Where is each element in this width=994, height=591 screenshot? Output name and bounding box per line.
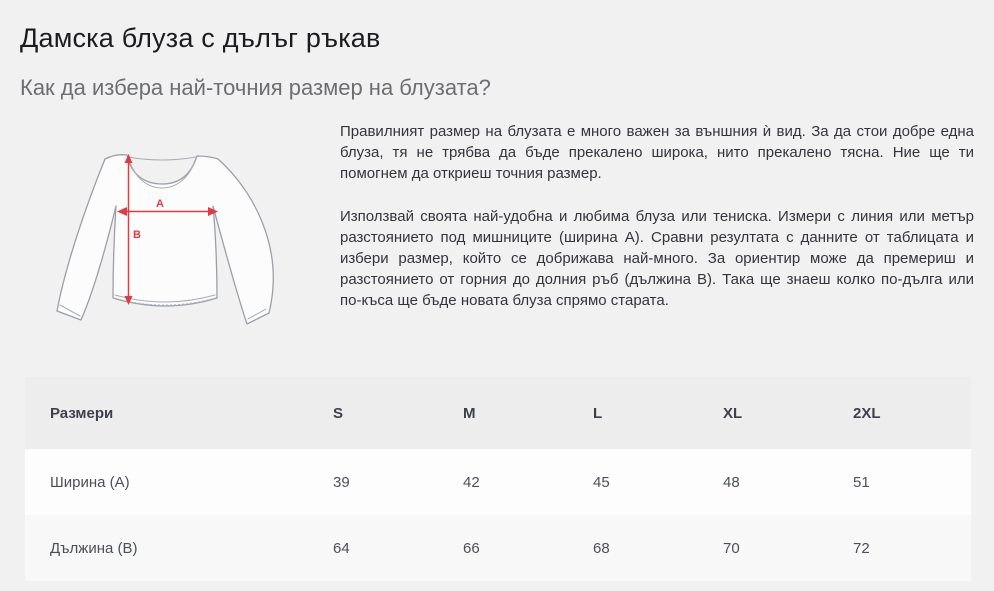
size-column-header-2xl: 2XL	[853, 404, 881, 422]
table-row-width: Ширина (A) 39 42 45 48 51	[25, 449, 971, 515]
table-row-length: Дължина (B) 64 66 68 70 72	[25, 515, 971, 581]
row-label: Ширина (A)	[50, 473, 130, 491]
blouse-outline	[56, 154, 274, 325]
length-arrow	[124, 154, 133, 305]
length-label: B	[133, 229, 141, 241]
cell-value: 66	[463, 539, 480, 557]
size-column-header-xl: XL	[723, 404, 743, 422]
cell-value: 70	[723, 539, 740, 557]
row-label: Дължина (B)	[50, 539, 138, 557]
content-section: A B Правилният размер на блузата е много…	[20, 121, 974, 348]
cell-value: 72	[853, 539, 870, 557]
cell-value: 39	[333, 473, 350, 491]
blouse-illustration: A B	[56, 154, 274, 325]
width-arrow	[117, 207, 218, 216]
blouse-measurement-figure: A B	[55, 128, 320, 348]
intro-text: Правилният размер на блузата е много важ…	[340, 121, 974, 311]
page-title: Дамска блуза с дълъг ръкав	[20, 23, 381, 53]
cell-value: 64	[333, 539, 350, 557]
cell-value: 45	[593, 473, 610, 491]
size-column-header-l: L	[593, 404, 603, 422]
page-subtitle: Как да избера най-точния размер на блуза…	[20, 75, 491, 100]
size-column-header-s: S	[333, 404, 344, 422]
size-table: Размери S M L XL 2XL Ширина (A) 39 42 45…	[25, 377, 971, 581]
cell-value: 68	[593, 539, 610, 557]
size-column-header-m: M	[463, 404, 476, 422]
width-label: A	[156, 198, 164, 210]
intro-paragraph-2: Използвай своята най-удобна и любима блу…	[340, 208, 974, 309]
cell-value: 48	[723, 473, 740, 491]
size-table-header-row: Размери S M L XL 2XL	[25, 377, 971, 449]
size-table-header-label: Размери	[50, 404, 114, 422]
intro-paragraph-1: Правилният размер на блузата е много важ…	[340, 123, 974, 182]
cell-value: 42	[463, 473, 480, 491]
cell-value: 51	[853, 473, 870, 491]
